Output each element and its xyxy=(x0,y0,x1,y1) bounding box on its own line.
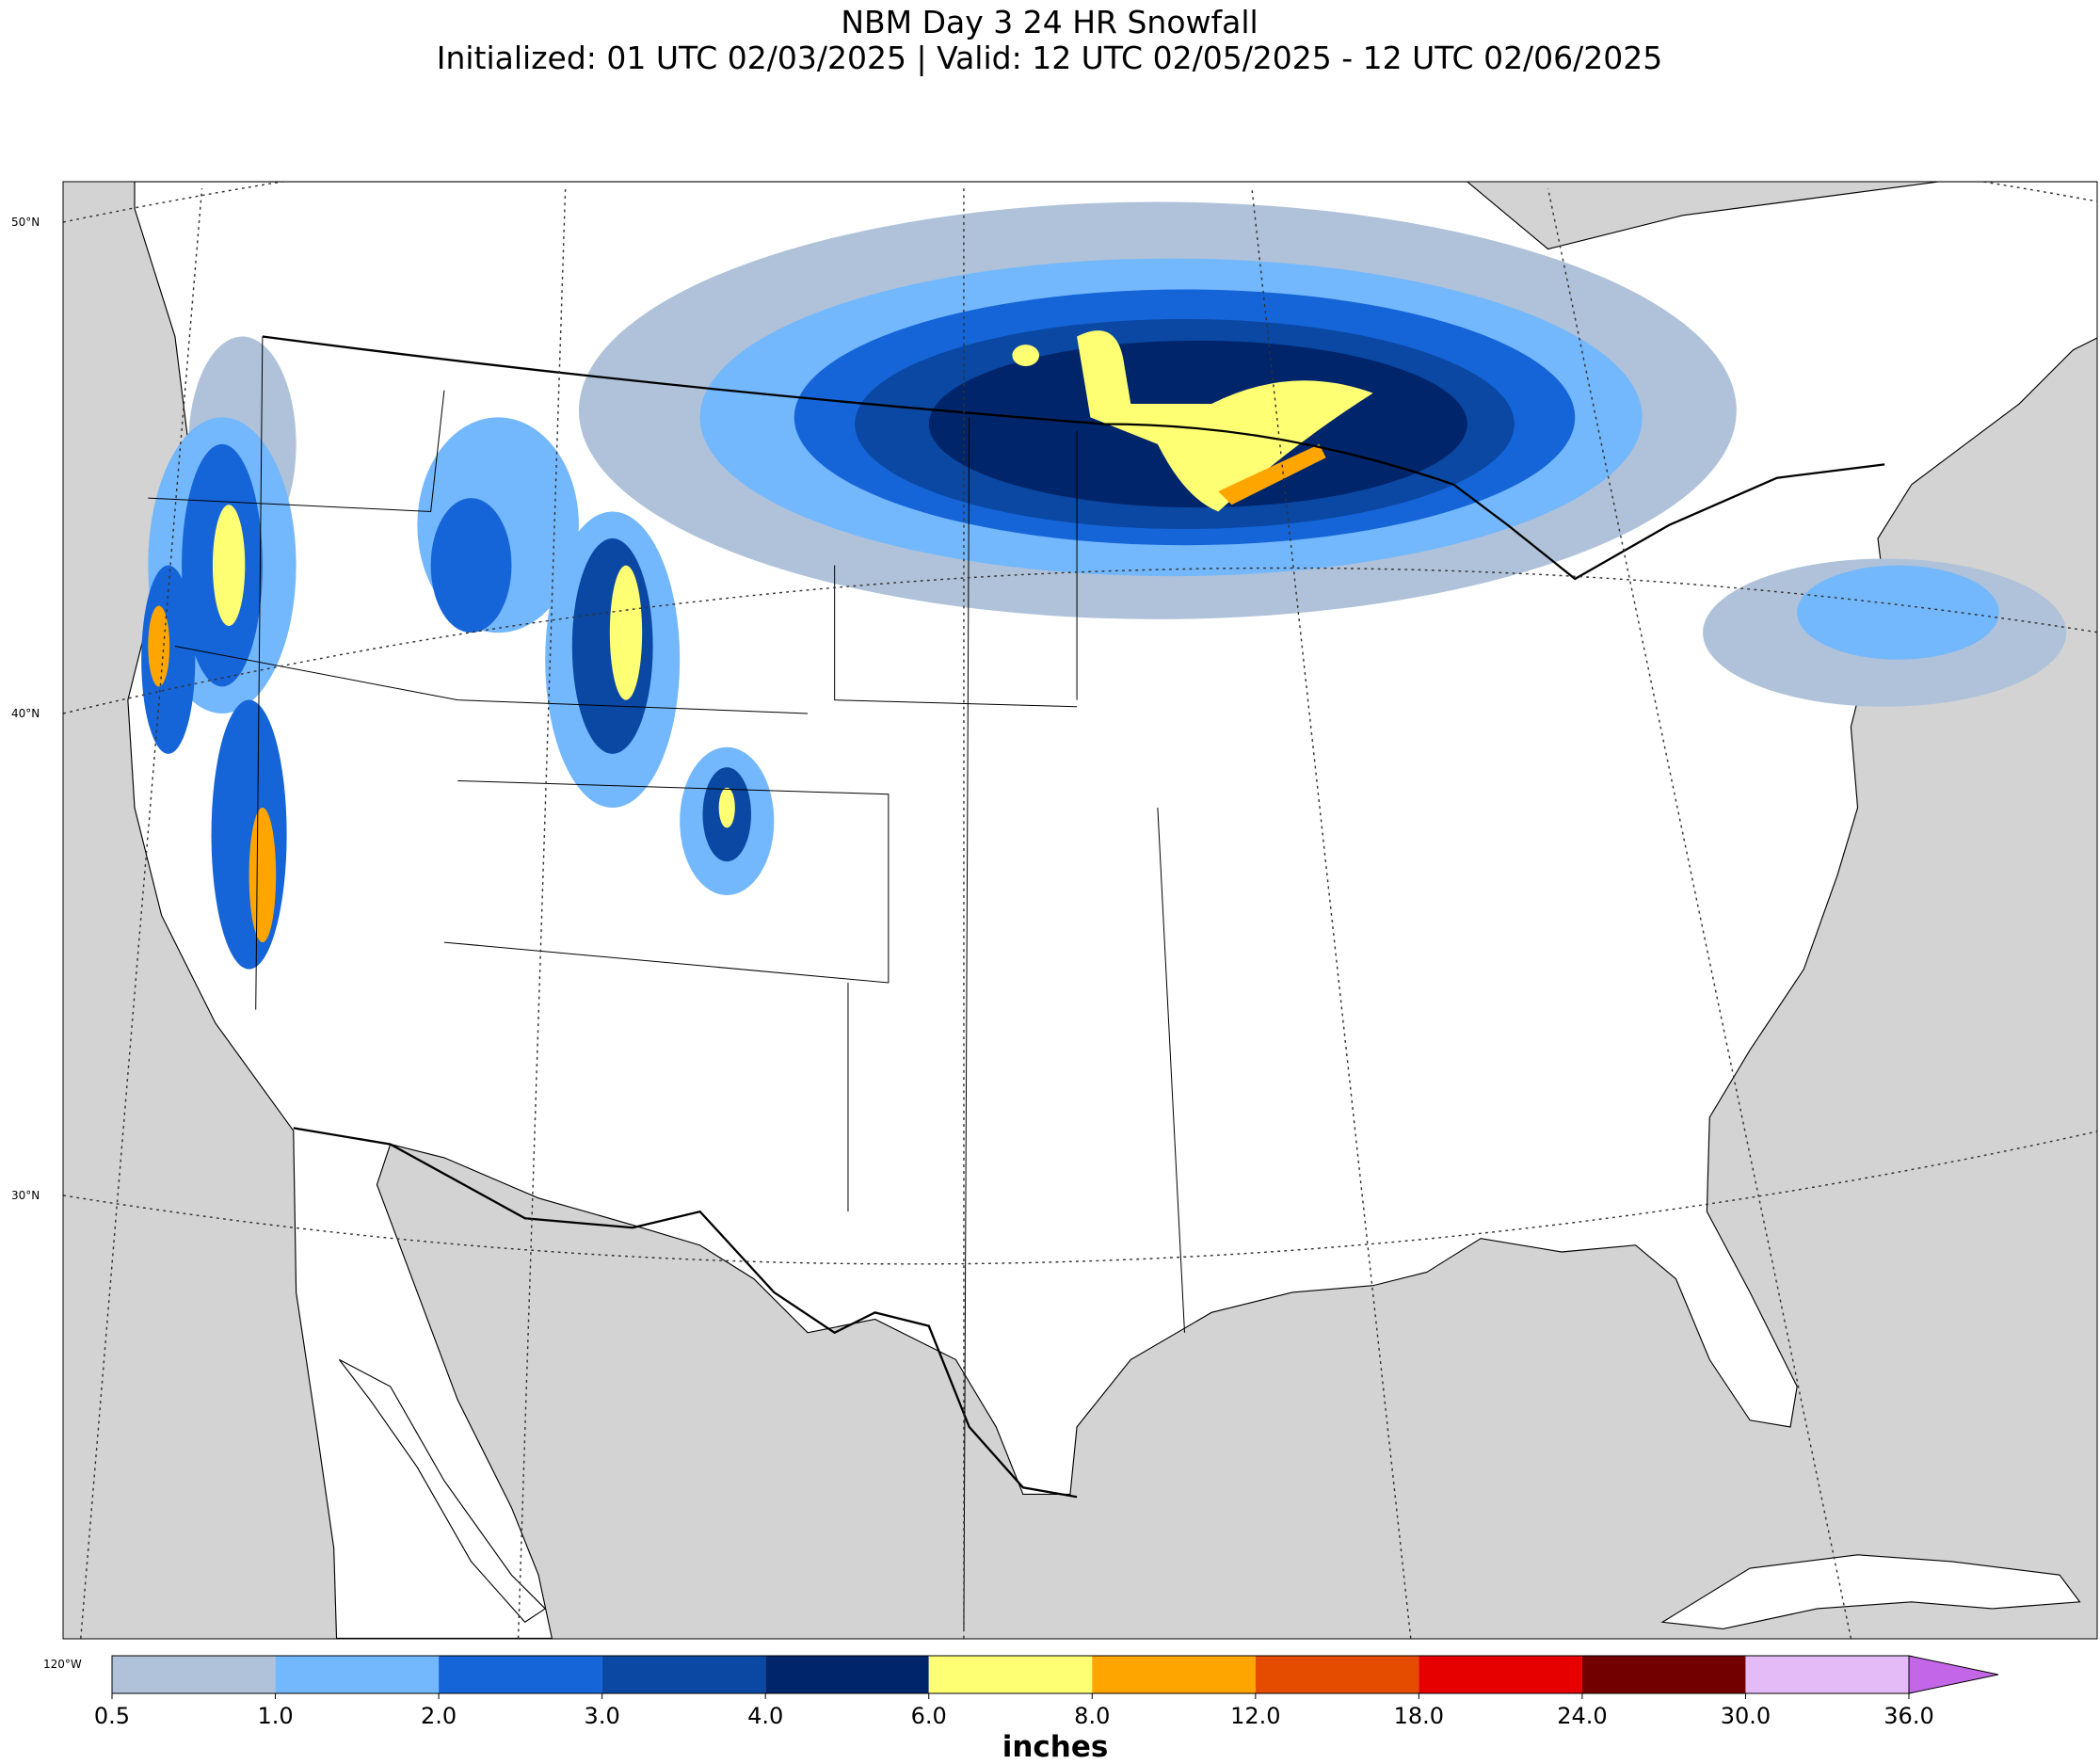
baja xyxy=(338,1358,547,1624)
colorbar-segment xyxy=(765,1656,929,1693)
colorbar: 0.5 1.0 2.0 3.0 4.0 6.0 8.0 12.0 18.0 24.0 30.0 36.… xyxy=(94,1655,1999,1729)
map-frame xyxy=(62,181,2098,1640)
colorbar-tick-label: 1.0 xyxy=(257,1703,293,1729)
lon-label: 120°W xyxy=(43,1658,82,1671)
colorbar-tick-label: 12.0 xyxy=(1230,1703,1280,1729)
colorbar-tick-label: 8.0 xyxy=(1074,1703,1110,1729)
colorbar-segment xyxy=(1255,1656,1419,1693)
cuba xyxy=(1660,1554,2081,1629)
colorbar-segment xyxy=(601,1656,766,1693)
colorbar-segment xyxy=(439,1656,602,1693)
colorbar-tick-label: 6.0 xyxy=(911,1703,947,1729)
lat-label: 40°N xyxy=(11,707,40,720)
us-mexico-border xyxy=(293,1127,1078,1499)
title: NBM Day 3 24 HR Snowfall xyxy=(841,4,1258,40)
colorbar-segment xyxy=(112,1656,276,1693)
colorbar-segment xyxy=(1092,1656,1256,1693)
colorbar-segment xyxy=(1419,1656,1582,1693)
snowfall xyxy=(141,201,2067,970)
colorbar-label: inches xyxy=(1002,1730,1109,1760)
colorbar-outline xyxy=(111,1655,1910,1694)
colorbar-tick-label: 2.0 xyxy=(421,1703,457,1729)
colorbar-segment xyxy=(928,1656,1093,1693)
colorbar-extend xyxy=(1908,1655,1999,1694)
colorbar-tick-label: 18.0 xyxy=(1394,1703,1444,1729)
colorbar-tick-label: 36.0 xyxy=(1884,1703,1933,1729)
land xyxy=(127,182,2097,1639)
colorbar-tick-label: 0.5 xyxy=(94,1703,130,1729)
subtitle: Initialized: 01 UTC 02/03/2025 | Valid: … xyxy=(437,40,1663,76)
colorbar-segment xyxy=(1745,1656,1909,1693)
colorbar-tick-label: 3.0 xyxy=(585,1703,620,1729)
map xyxy=(63,182,2097,1639)
colorbar-tick-label: 4.0 xyxy=(747,1703,783,1729)
colorbar-tick-label: 30.0 xyxy=(1721,1703,1771,1729)
lat-label: 50°N xyxy=(11,216,40,229)
colorbar-segment xyxy=(1581,1656,1746,1693)
lat-label: 30°N xyxy=(11,1189,40,1202)
colorbar-segment xyxy=(275,1656,440,1693)
us-canada-border xyxy=(262,335,1885,581)
graticule xyxy=(63,182,2097,1639)
state-lines xyxy=(148,336,1185,1629)
colorbar-tick-label: 24.0 xyxy=(1557,1703,1607,1729)
